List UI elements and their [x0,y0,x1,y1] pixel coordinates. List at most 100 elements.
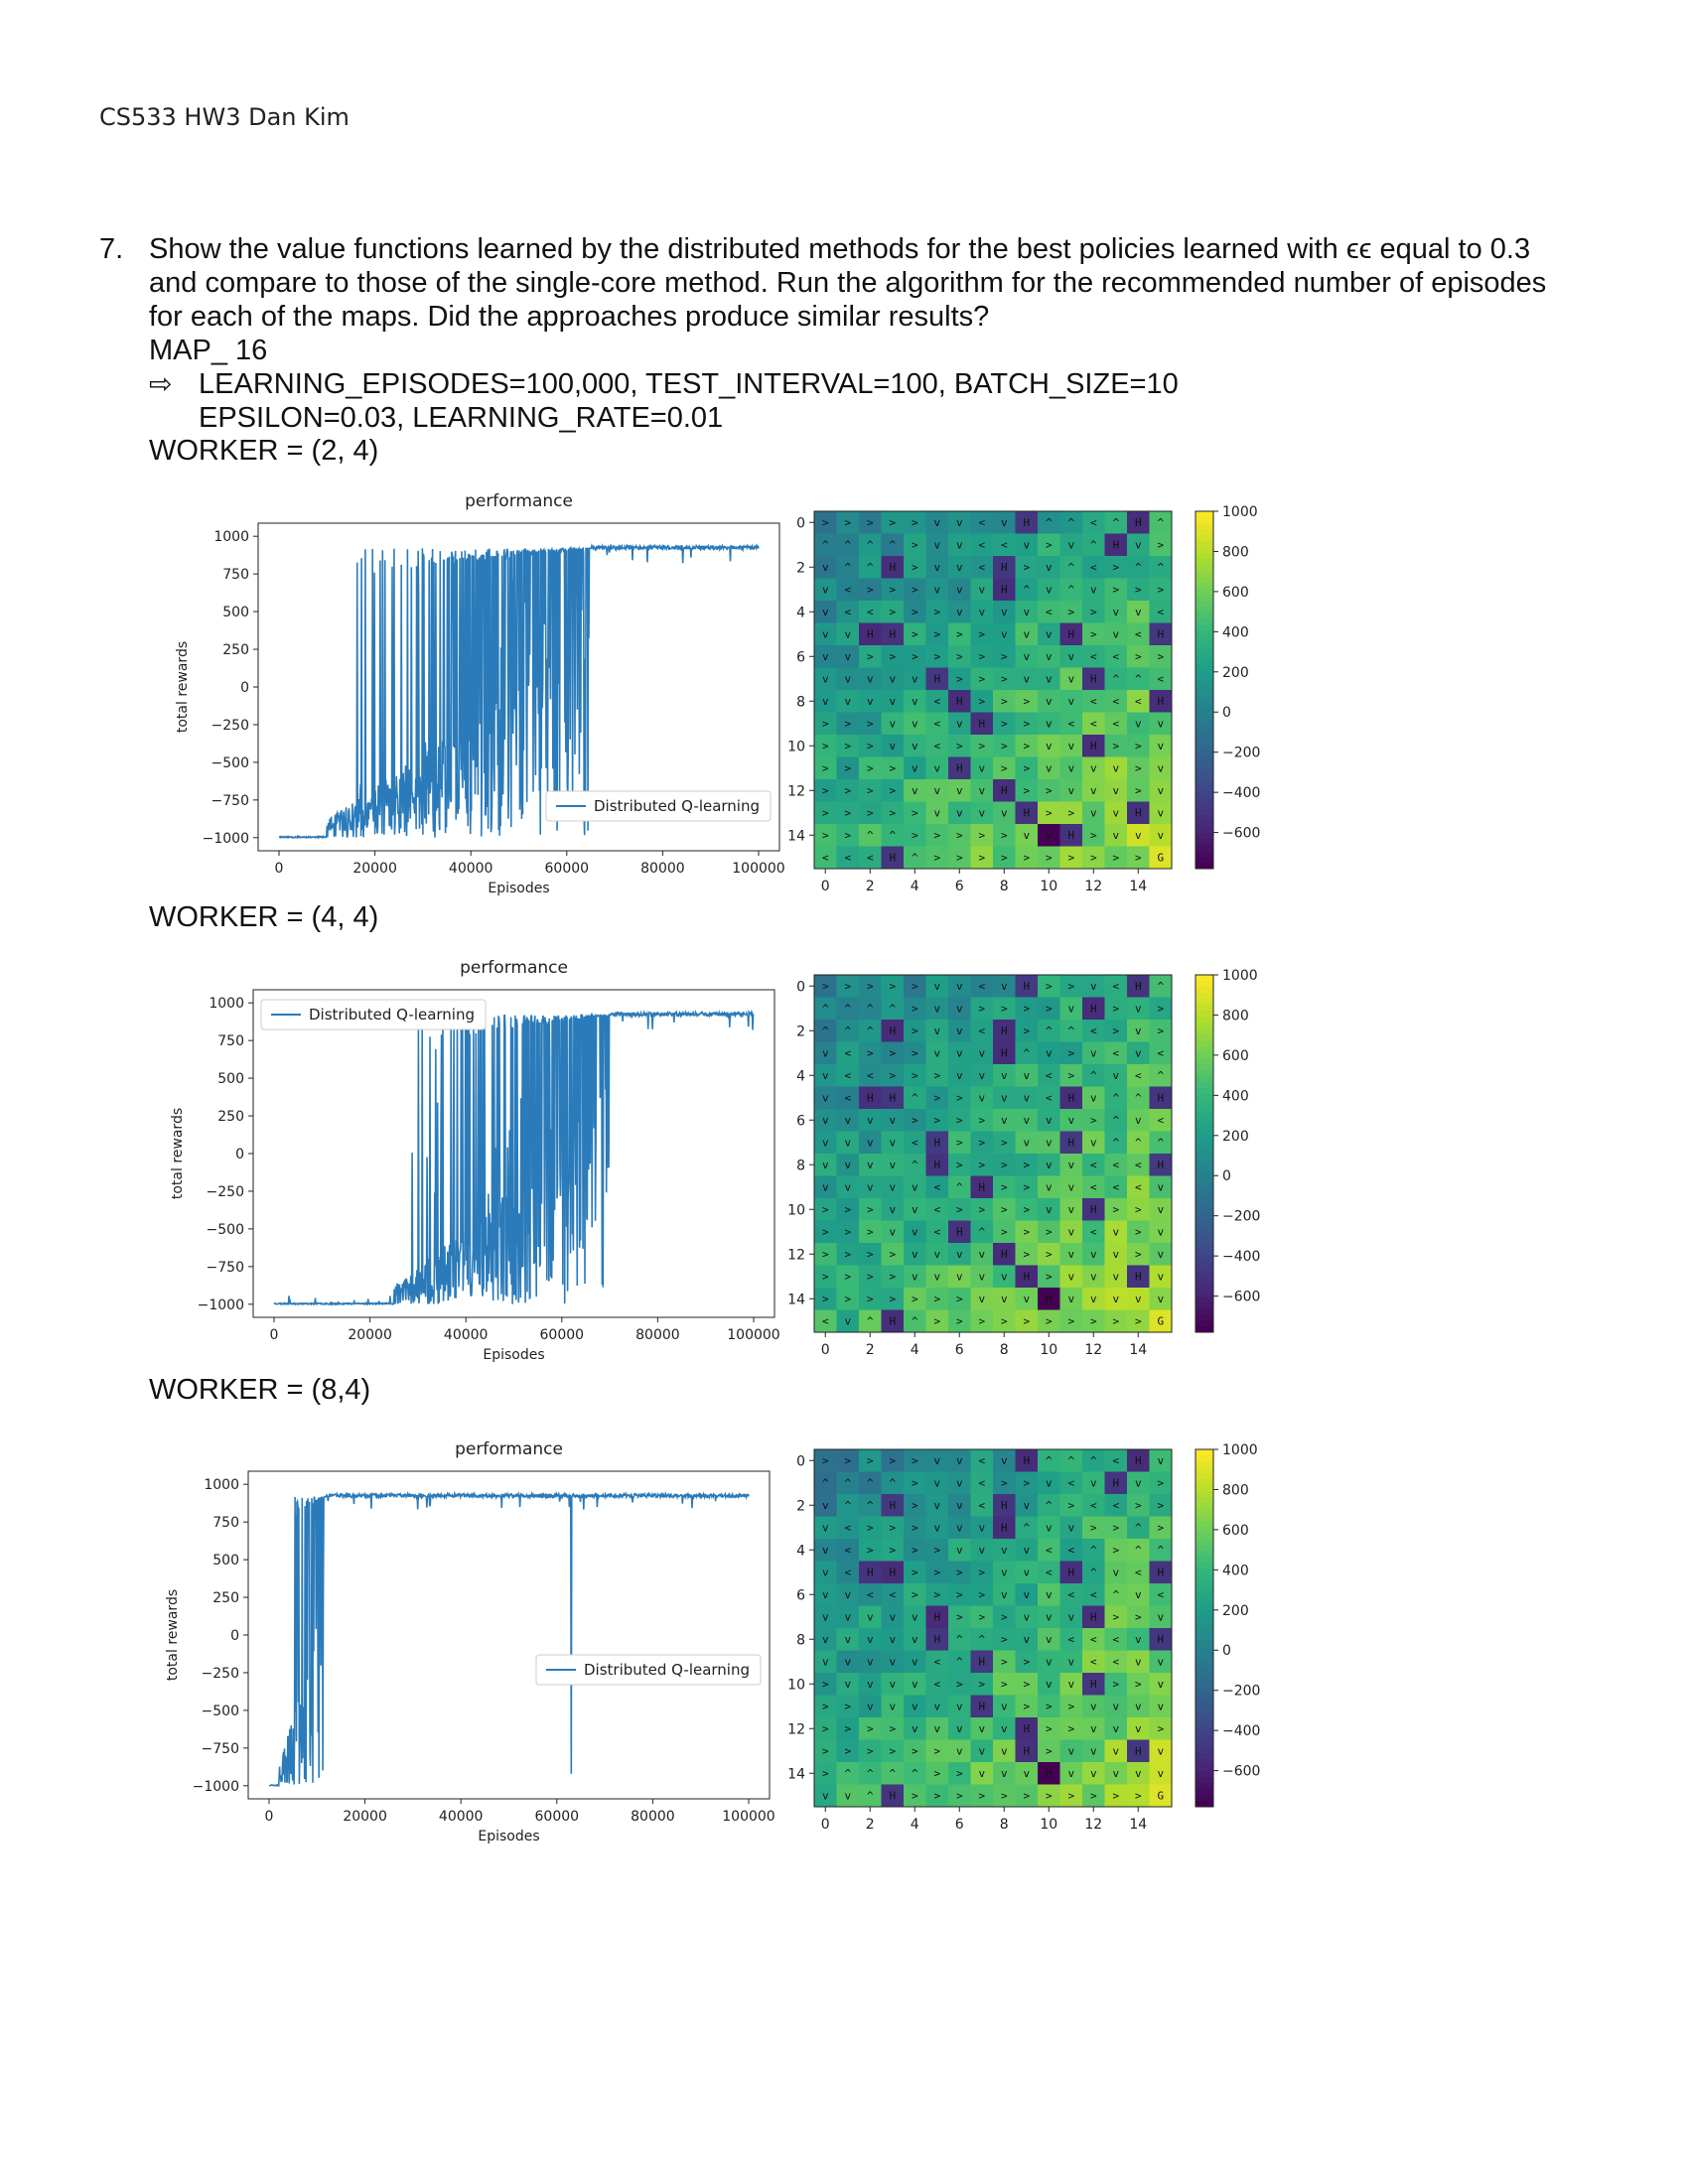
cell-symbol: > [1001,695,1008,708]
colorbar-segment [1196,1777,1213,1784]
colorbar-segment [1196,1213,1213,1220]
cell-symbol: > [1001,1655,1008,1668]
heat-cell [859,1198,882,1221]
heat-cell [1015,1673,1039,1696]
cell-symbol: > [978,1789,985,1802]
x-tick-label: 4 [911,879,919,894]
cell-symbol: > [1023,561,1030,574]
colorbar-tick-label: 1000 [1222,1442,1258,1458]
cell-symbol: > [844,829,851,842]
heat-cell [836,1086,860,1110]
cell-symbol: > [867,761,874,774]
colorbar-segment [1196,750,1213,756]
colorbar-segment [1196,553,1213,560]
heat-cell [904,1605,926,1629]
map-label: MAP_ 16 [149,335,268,366]
cell-symbol: > [822,1293,829,1305]
cell-symbol: > [1135,1499,1142,1512]
y-tick-label: 12 [787,1247,805,1263]
heat-cell [970,1265,994,1289]
colorbar-segment [1196,1652,1213,1659]
heat-cell [1127,1673,1150,1696]
cell-symbol: H [867,1091,874,1104]
cell-symbol: v [1001,627,1008,640]
heat-cell [1082,1086,1105,1110]
cell-symbol: v [956,806,963,819]
colorbar-tick-label: 0 [1222,1168,1231,1184]
heat-cell [1082,1109,1105,1132]
heat-cell [881,1539,905,1562]
heat-cell [881,578,905,602]
heat-cell [814,1516,837,1540]
colorbar-segment [1196,1028,1213,1035]
heat-cell [993,1198,1016,1221]
cell-symbol: v [978,1544,985,1557]
heat-cell [1015,511,1039,534]
heat-cell [1082,1561,1105,1584]
heat-cell [970,1628,994,1651]
cell-symbol: v [912,784,918,797]
heat-cell [948,735,971,757]
cell-symbol: H [1090,1002,1097,1015]
heat-cell [836,1041,860,1065]
cell-symbol: > [1046,851,1053,864]
colorbar-segment [1196,642,1213,649]
cell-symbol: > [978,1136,985,1149]
heat-cell [948,556,971,579]
heat-cell [948,756,971,780]
heat-cell [1059,846,1083,870]
heat-cell [1038,1086,1060,1110]
cell-symbol: < [867,606,874,618]
cell-symbol: < [1112,1180,1119,1193]
heat-cell [993,1784,1016,1808]
heat-cell [1127,1695,1150,1718]
cell-symbol: ^ [1023,583,1030,596]
cell-symbol: > [1067,606,1074,618]
heat-cell [836,1309,860,1333]
colorbar-segment [1196,1622,1213,1629]
heat-cell [904,1539,926,1562]
heat-cell [1015,1309,1039,1333]
heat-cell [859,1628,882,1651]
cell-symbol: < [978,538,985,551]
cell-symbol: < [1046,1069,1053,1082]
cell-symbol: H [1067,1136,1074,1149]
heat-cell [1038,645,1060,668]
cell-symbol: < [1067,1633,1074,1646]
x-tick-label: 60000 [540,1327,585,1343]
cell-symbol: > [1046,980,1053,993]
cell-symbol: > [912,1069,918,1082]
heat-cell [881,1449,905,1472]
heat-cell [1059,824,1083,847]
cell-symbol: H [1090,1610,1097,1623]
cell-symbol: ^ [1090,538,1097,551]
cell-symbol: > [867,1521,874,1534]
cell-symbol: v [1090,761,1097,774]
cell-symbol: v [933,1476,940,1489]
heat-cell [1104,1695,1128,1718]
colorbar-segment [1196,1700,1213,1706]
heat-cell [1127,556,1150,579]
heat-cell [836,511,860,534]
heat-cell [1082,1309,1105,1333]
heat-cell [814,1762,837,1785]
heat-cell [1059,1175,1083,1199]
x-tick-label: 80000 [640,861,685,877]
heat-cell [904,824,926,847]
cell-symbol: H [1135,980,1142,993]
cell-symbol: H [1001,583,1008,596]
colorbar-segment [1196,1326,1213,1333]
colorbar-segment [1196,732,1213,739]
heat-cell [1149,1243,1173,1266]
heat-cell [1038,756,1060,780]
heat-cell [814,1198,837,1221]
heat-cell [814,846,837,870]
cell-symbol: > [956,1091,963,1104]
heat-cell [1082,1288,1105,1310]
heat-cell [925,622,949,646]
heat-cell [1149,1583,1173,1606]
cell-symbol: > [889,784,896,797]
cell-symbol: > [1090,606,1097,618]
cell-symbol: v [867,1610,874,1623]
colorbar-segment [1196,583,1213,590]
